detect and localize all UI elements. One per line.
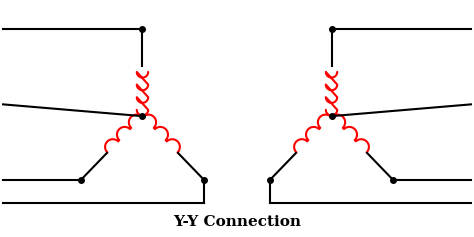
Text: Y-Y Connection: Y-Y Connection [173, 215, 301, 229]
